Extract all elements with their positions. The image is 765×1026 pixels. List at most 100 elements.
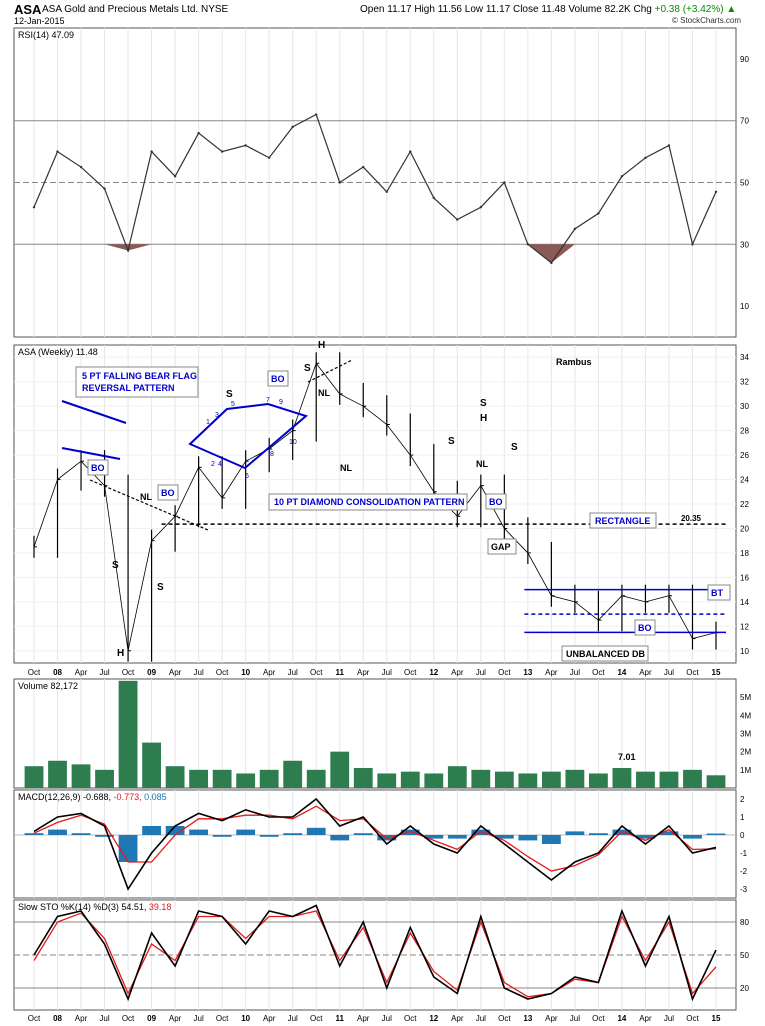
rsi-point	[620, 175, 624, 178]
x-tick-label: Jul	[664, 668, 674, 677]
macd-histogram-bar	[683, 835, 702, 839]
y-tick-label-rsi: 30	[740, 240, 749, 249]
volume-bar	[212, 769, 232, 788]
y-tick-label-price: 10	[740, 647, 749, 656]
x-tick-label: Jul	[99, 1014, 109, 1023]
rsi-point	[197, 131, 200, 135]
gap-callout	[487, 538, 517, 555]
macd-histogram-bar	[494, 835, 514, 839]
bo-label: BO	[91, 463, 105, 473]
s-label: S	[511, 442, 518, 453]
sto-legend-part: 39.18	[149, 902, 172, 912]
high-value: 11.56	[437, 4, 462, 15]
y-tick-label-rsi: 70	[740, 117, 749, 126]
diamond-point-label: 2	[211, 461, 215, 468]
x-tick-label: Oct	[498, 1014, 511, 1023]
x-tick-label: 14	[617, 668, 626, 677]
macd-legend-part: -0.773,	[114, 792, 145, 802]
volume-bar	[236, 773, 256, 788]
macd-histogram-bar	[636, 835, 655, 839]
rsi-point	[291, 125, 294, 129]
volume-legend: Volume 82,172	[18, 681, 78, 691]
rsi-point	[315, 113, 318, 116]
quote-line: Open 11.17 High 11.56 Low 11.17 Close 11…	[360, 4, 736, 15]
bo-callout	[485, 493, 507, 510]
volume-bar	[565, 769, 585, 788]
macd-histogram-bar	[236, 829, 256, 835]
volume-bar	[330, 751, 350, 788]
rsi-line	[33, 113, 717, 264]
sto-legend-part: Slow STO %K(14) %D(3)	[18, 902, 121, 912]
x-tick-label: Apr	[169, 668, 182, 677]
rsi-point	[103, 187, 106, 190]
x-tick-label: Apr	[451, 668, 464, 677]
y-tick-label-price: 14	[740, 598, 749, 607]
rsi-point	[56, 150, 59, 153]
falling-flag-callout	[75, 366, 199, 398]
volume-bar	[283, 760, 303, 788]
y-tick-label-macd: -3	[740, 885, 748, 894]
macd-histogram-bar	[589, 833, 608, 835]
x-tick-label: Jul	[476, 668, 486, 677]
x-tick-label: 12	[429, 668, 438, 677]
x-tick-label: Apr	[639, 668, 652, 677]
neckline-dashed	[307, 359, 353, 383]
y-tick-label-price: 22	[740, 500, 749, 509]
x-tick-label: Oct	[592, 1014, 605, 1023]
sto-legend-part: 54.51,	[121, 902, 149, 912]
up-arrow-icon: ▲	[726, 4, 737, 15]
gap-label: GAP	[491, 542, 511, 552]
macd-legend-part: MACD(12,26,9)	[18, 792, 83, 802]
volume-bar	[541, 771, 561, 788]
rsi-point	[714, 190, 718, 193]
bo-label: BO	[271, 374, 285, 384]
ticker-symbol: ASA	[14, 2, 42, 17]
rsi-point	[479, 206, 483, 209]
macd-histogram-bar	[706, 833, 726, 835]
y-tick-label-volume: 3M	[740, 730, 751, 739]
volume-bar	[48, 760, 67, 788]
rsi-point	[550, 261, 553, 265]
x-tick-label: 15	[712, 1014, 721, 1023]
volume-bar	[142, 742, 161, 788]
macd-legend: MACD(12,26,9) -0.688, -0.773, 0.085	[18, 792, 167, 802]
rsi-point	[173, 175, 177, 178]
x-tick-label: 08	[53, 668, 62, 677]
volume-bar	[589, 773, 608, 788]
x-tick-label: Jul	[382, 668, 392, 677]
x-tick-label: Jul	[382, 1014, 392, 1023]
y-tick-label-price: 32	[740, 378, 749, 387]
volume-bar	[24, 766, 44, 788]
y-tick-label-price: 20	[740, 524, 749, 533]
x-tick-label: Apr	[357, 1014, 370, 1023]
close-label: Close	[512, 4, 539, 15]
volume-bar	[612, 768, 632, 788]
diamond-point-label: 5	[231, 401, 235, 408]
diamond-callout	[268, 493, 468, 511]
x-tick-label: Jul	[570, 668, 580, 677]
y-tick-label-price: 18	[740, 549, 749, 558]
volume-bar	[353, 768, 373, 788]
volume-bar	[400, 771, 420, 788]
bo-label: BO	[161, 488, 175, 498]
price-legend: ASA (Weekly) 11.48	[18, 347, 98, 357]
rsi-point	[456, 218, 459, 221]
x-tick-label: Apr	[545, 668, 558, 677]
bo-callout	[267, 370, 289, 387]
x-tick-label: Oct	[310, 1014, 323, 1023]
volume-bar	[71, 764, 91, 788]
rsi-point	[644, 156, 647, 159]
price-line	[33, 362, 717, 651]
x-tick-label: 10	[241, 1014, 250, 1023]
x-tick-label: Apr	[169, 1014, 182, 1023]
macd-histogram-bar	[118, 835, 138, 862]
macd-histogram-bar	[259, 835, 279, 837]
macd-histogram-bar	[565, 831, 585, 835]
s-label: S	[304, 363, 311, 374]
macd-histogram-bar	[471, 829, 491, 835]
x-tick-label: Oct	[498, 668, 511, 677]
rsi-point	[385, 190, 388, 193]
y-tick-label-rsi: 90	[740, 55, 749, 64]
y-tick-label-volume: 5M	[740, 693, 751, 702]
macd-histogram-bar	[71, 833, 91, 835]
